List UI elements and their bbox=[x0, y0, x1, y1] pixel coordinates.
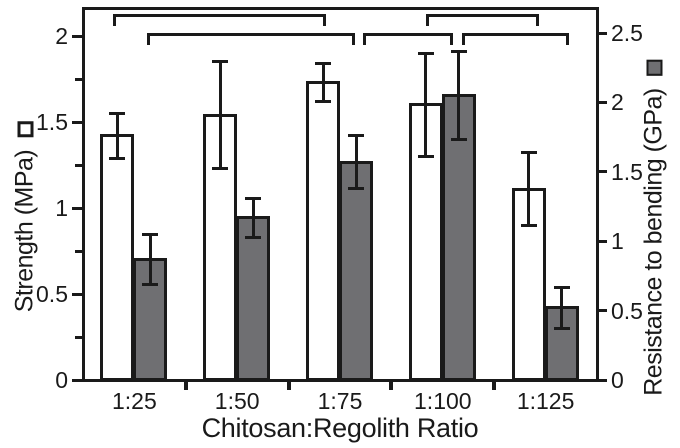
right-axis-title-text: Resistance to bending (GPa) bbox=[639, 88, 668, 396]
left-axis-tick-label: 1.5 bbox=[36, 109, 68, 135]
error-bar-resistance-to-bending-1-25 bbox=[148, 234, 152, 285]
strength-open-square-icon bbox=[17, 121, 33, 138]
left-axis-title: Strength (MPa) bbox=[10, 121, 40, 313]
bar-resistance-to-bending-1-100 bbox=[441, 93, 476, 382]
error-bar-cap-bottom-1-50 bbox=[245, 235, 262, 239]
error-bar-cap-bottom-1-75 bbox=[348, 186, 364, 190]
right-axis-title: Resistance to bending (GPa) bbox=[640, 60, 669, 396]
significance-bracket-4 bbox=[425, 14, 539, 17]
right-axis-major-tick bbox=[597, 31, 607, 35]
error-bar-cap-bottom-1-25 bbox=[109, 156, 126, 160]
error-bar-cap-bottom-1-50 bbox=[212, 166, 229, 170]
right-axis-tick-label: 0 bbox=[611, 367, 624, 393]
significance-bracket-1 bbox=[113, 14, 326, 17]
x-axis-boundary-tick bbox=[286, 381, 291, 390]
right-axis-major-tick bbox=[597, 170, 607, 174]
error-bar-cap-bottom-1-75 bbox=[315, 99, 331, 103]
left-axis-tick-label: 2 bbox=[55, 23, 68, 49]
error-bar-strength-1-100 bbox=[424, 53, 428, 157]
x-axis-category-label-1-25: 1:25 bbox=[112, 388, 157, 414]
error-bar-cap-bottom-1-125 bbox=[520, 223, 537, 227]
right-axis-major-tick bbox=[597, 239, 607, 243]
error-bar-strength-1-75 bbox=[321, 63, 325, 102]
x-axis-boundary-tick bbox=[183, 381, 188, 390]
left-axis-major-tick bbox=[72, 120, 83, 124]
x-axis-boundary-tick bbox=[492, 381, 497, 390]
significance-bracket-4-right-end bbox=[535, 14, 539, 26]
significance-bracket-3-right-end bbox=[449, 33, 453, 45]
left-axis-minor-tick bbox=[75, 335, 83, 339]
error-bar-cap-bottom-1-100 bbox=[417, 154, 434, 158]
bar-strength-1-75 bbox=[306, 80, 340, 382]
error-bar-cap-bottom-1-100 bbox=[450, 138, 467, 142]
error-bar-cap-top-1-75 bbox=[348, 134, 364, 138]
error-bar-resistance-to-bending-1-125 bbox=[560, 287, 564, 329]
significance-bracket-3-left-end bbox=[363, 33, 366, 45]
error-bar-cap-top-1-125 bbox=[553, 285, 570, 289]
left-axis-minor-tick bbox=[75, 163, 83, 167]
left-axis-major-tick bbox=[72, 292, 83, 296]
x-axis-title: Chitosan:Regolith Ratio bbox=[201, 413, 479, 443]
error-bar-cap-top-1-75 bbox=[315, 62, 331, 66]
left-axis-major-tick bbox=[72, 34, 83, 38]
x-axis-boundary-tick bbox=[389, 381, 394, 390]
significance-bracket-3 bbox=[363, 33, 453, 36]
error-bar-strength-1-50 bbox=[218, 61, 222, 169]
error-bar-cap-bottom-1-25 bbox=[142, 282, 159, 286]
significance-bracket-1-left-end bbox=[113, 14, 117, 26]
significance-bracket-2 bbox=[147, 33, 355, 36]
bar-strength-1-125 bbox=[511, 187, 546, 382]
left-axis-major-tick bbox=[72, 206, 83, 210]
significance-bracket-4-left-end bbox=[425, 14, 429, 26]
left-axis-tick-label: 0.5 bbox=[36, 281, 68, 307]
right-axis-tick-label: 2.5 bbox=[611, 20, 643, 46]
error-bar-cap-top-1-100 bbox=[417, 51, 434, 55]
error-bar-cap-top-1-25 bbox=[142, 232, 159, 236]
error-bar-cap-top-1-25 bbox=[109, 111, 126, 115]
error-bar-strength-1-25 bbox=[115, 113, 119, 159]
error-bar-resistance-to-bending-1-100 bbox=[457, 51, 461, 140]
right-axis-major-tick bbox=[597, 378, 607, 382]
error-bar-strength-1-125 bbox=[527, 152, 531, 226]
significance-bracket-1-right-end bbox=[323, 14, 326, 26]
bending-filled-square-icon bbox=[646, 60, 662, 77]
right-axis-major-tick bbox=[597, 309, 607, 313]
error-bar-cap-top-1-125 bbox=[520, 151, 537, 155]
significance-bracket-5-right-end bbox=[565, 33, 569, 45]
x-axis-category-label-1-75: 1:75 bbox=[317, 388, 363, 414]
significance-bracket-5 bbox=[461, 33, 569, 36]
bar-resistance-to-bending-1-75 bbox=[339, 160, 373, 382]
left-axis-major-tick bbox=[72, 378, 83, 382]
significance-bracket-5-left-end bbox=[461, 33, 465, 45]
bar-resistance-to-bending-1-50 bbox=[236, 216, 271, 382]
right-axis-major-tick bbox=[597, 100, 607, 104]
x-axis-category-label-1-50: 1:50 bbox=[214, 388, 260, 414]
right-axis-tick-label: 2 bbox=[611, 89, 624, 116]
left-axis-tick-label: 1 bbox=[55, 195, 68, 221]
error-bar-resistance-to-bending-1-50 bbox=[251, 198, 255, 238]
significance-bracket-2-left-end bbox=[147, 33, 151, 45]
significance-bracket-2-right-end bbox=[352, 33, 355, 45]
x-axis-category-label-1-100: 1:100 bbox=[414, 388, 472, 414]
left-axis-minor-tick bbox=[75, 77, 83, 81]
bar-strength-1-25 bbox=[100, 134, 135, 382]
error-bar-resistance-to-bending-1-75 bbox=[354, 135, 358, 189]
right-axis-tick-label: 1.5 bbox=[611, 158, 643, 185]
error-bar-cap-top-1-50 bbox=[245, 196, 262, 200]
right-axis-tick-label: 1 bbox=[611, 228, 624, 255]
x-axis-category-label-1-125: 1:125 bbox=[516, 388, 575, 414]
error-bar-cap-top-1-100 bbox=[450, 49, 467, 53]
error-bar-cap-bottom-1-125 bbox=[553, 327, 570, 331]
left-axis-tick-label: 0 bbox=[55, 367, 68, 393]
left-axis-title-text: Strength (MPa) bbox=[10, 149, 39, 313]
left-axis-minor-tick bbox=[75, 249, 83, 253]
right-axis-tick-label: 0.5 bbox=[611, 297, 643, 324]
error-bar-cap-top-1-50 bbox=[212, 60, 229, 64]
